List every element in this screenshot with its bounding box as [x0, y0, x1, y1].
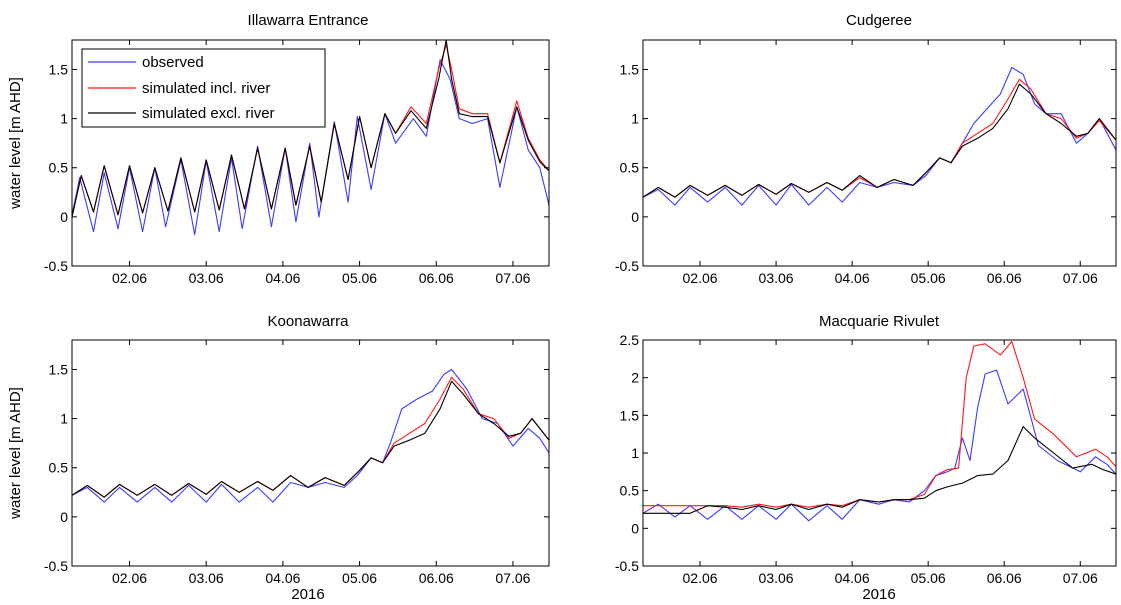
y-tick-label: 1.5 [49, 361, 69, 377]
x-tick-label: 07.06 [495, 270, 530, 286]
axes-box [643, 340, 1116, 566]
x-tick-label: 06.06 [419, 570, 454, 586]
x-tick-label: 03.06 [759, 270, 794, 286]
x-tick-label: 02.06 [683, 270, 718, 286]
y-tick-label: -0.5 [615, 258, 639, 274]
y-tick-label: 0.5 [49, 160, 69, 176]
axes-box [643, 40, 1116, 266]
x-tick-label: 05.06 [342, 270, 377, 286]
y-tick-label: 2.5 [620, 332, 640, 348]
y-tick-label: 0 [631, 520, 639, 536]
y-tick-label: 0.5 [620, 483, 640, 499]
plot-area: -0.5 0 0.5 1 1.5 02.06 03.06 04.06 05.06 06.06 07.… [44, 340, 549, 586]
legend-label-observed: observed [142, 54, 204, 71]
y-tick-label: 1 [60, 411, 68, 427]
y-tick-label: 1 [631, 111, 639, 127]
y-tick-label: 1.5 [620, 61, 640, 77]
y-tick-label: 1.5 [620, 407, 640, 423]
x-tick-label: 02.06 [112, 570, 147, 586]
y-axis-label: water level [m AHD] [7, 387, 24, 520]
y-tick-label: 2 [631, 370, 639, 386]
series-line-observed [72, 370, 549, 503]
x-tick-label: 04.06 [265, 570, 300, 586]
x-axis-label: 2016 [862, 586, 895, 603]
y-tick-label: 1.5 [49, 61, 69, 77]
axes-box [72, 340, 549, 566]
series-line-observed [643, 68, 1116, 206]
x-tick-label: 03.06 [189, 570, 224, 586]
panel-illawarra-entrance: Illawarra Entrance water level [m AHD] -… [7, 12, 549, 286]
x-tick-label: 06.06 [419, 270, 454, 286]
series-line-simulated-excl-river [643, 427, 1116, 514]
legend-label-simulated-excl-river: simulated excl. river [142, 105, 275, 122]
x-tick-label: 04.06 [265, 270, 300, 286]
y-tick-label: 0 [60, 209, 68, 225]
panel-koonawarra: Koonawarra water level [m AHD] -0.5 0 0.5 1… [7, 313, 549, 603]
plot-area: -0.5 0 0.5 1 1.5 2 2.5 02.06 03.06 04.06 05.06 06.0… [615, 332, 1116, 586]
x-tick-label: 07.06 [1063, 570, 1098, 586]
x-tick-label: 07.06 [495, 570, 530, 586]
x-tick-label: 04.06 [835, 570, 870, 586]
series-line-simulated-incl-river [72, 377, 549, 497]
plot-area: -0.5 0 0.5 1 1.5 02.06 03.06 04.06 05.06 06.06 07.… [615, 40, 1116, 286]
y-tick-label: 1 [631, 445, 639, 461]
x-tick-label: 04.06 [835, 270, 870, 286]
x-tick-label: 06.06 [987, 270, 1022, 286]
y-tick-label: 0 [60, 509, 68, 525]
series-line-observed [643, 370, 1116, 521]
panel-macquarie-rivulet: Macquarie Rivulet -0.5 0 0.5 1 1.5 2 2.5 02.06 0… [615, 313, 1116, 603]
series-line-simulated-excl-river [643, 84, 1116, 197]
series-line-simulated-excl-river [72, 381, 549, 497]
y-tick-label: 0 [631, 209, 639, 225]
panel-title: Koonawarra [268, 313, 350, 330]
y-tick-label: -0.5 [44, 558, 68, 574]
x-axis-label: 2016 [291, 586, 324, 603]
y-axis-label: water level [m AHD] [7, 77, 24, 210]
panel-title: Cudgeree [846, 12, 912, 29]
x-tick-label: 05.06 [911, 570, 946, 586]
x-tick-label: 03.06 [189, 270, 224, 286]
y-tick-label: -0.5 [615, 558, 639, 574]
x-tick-label: 05.06 [911, 270, 946, 286]
y-tick-label: -0.5 [44, 258, 68, 274]
y-tick-label: 1 [60, 111, 68, 127]
x-tick-label: 05.06 [342, 570, 377, 586]
y-tick-label: 0.5 [620, 160, 640, 176]
x-tick-label: 02.06 [683, 570, 718, 586]
x-tick-label: 02.06 [112, 270, 147, 286]
y-tick-label: 0.5 [49, 460, 69, 476]
series-line-simulated-incl-river [643, 342, 1116, 508]
legend-label-simulated-incl-river: simulated incl. river [142, 80, 270, 97]
x-tick-label: 06.06 [987, 570, 1022, 586]
x-tick-label: 07.06 [1063, 270, 1098, 286]
panel-cudgeree: Cudgeree -0.5 0 0.5 1 1.5 02.06 03.06 04.06 05.0… [615, 12, 1116, 286]
x-tick-label: 03.06 [759, 570, 794, 586]
legend: observed simulated incl. river simulated… [82, 49, 325, 127]
panel-title: Macquarie Rivulet [819, 313, 940, 330]
panel-title: Illawarra Entrance [248, 12, 369, 29]
series-line-simulated-incl-river [643, 79, 1116, 197]
